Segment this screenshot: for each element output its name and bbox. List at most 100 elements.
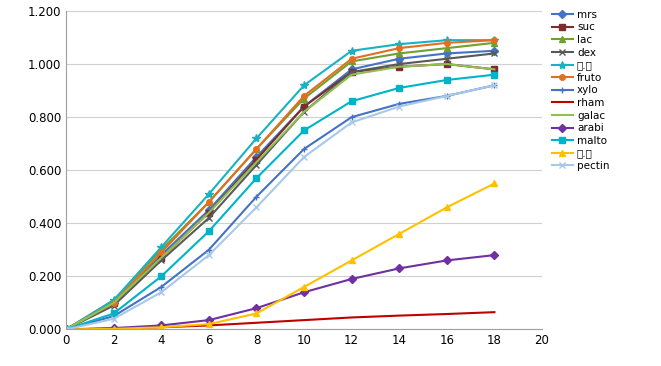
xylo [395, 102, 403, 106]
xylo [205, 248, 213, 252]
dex [157, 258, 165, 263]
mrs [157, 253, 165, 257]
액.과 [110, 298, 118, 302]
Line: 결.과: 결.과 [63, 181, 497, 332]
malto [253, 176, 260, 180]
suc [490, 67, 498, 72]
rham [395, 313, 403, 318]
suc [110, 301, 118, 305]
galac [110, 301, 118, 305]
결.과 [490, 181, 498, 186]
galac [395, 64, 403, 69]
mrs [443, 51, 451, 56]
arabi [348, 277, 356, 281]
rham [443, 312, 451, 316]
액.과 [443, 38, 451, 42]
malto [490, 72, 498, 77]
액.과 [300, 83, 308, 87]
dex [300, 110, 308, 114]
Line: malto: malto [63, 72, 497, 332]
pectin [62, 327, 70, 332]
fruto [300, 94, 308, 98]
pectin [110, 317, 118, 321]
rham [110, 326, 118, 331]
arabi [62, 327, 70, 332]
액.과 [348, 49, 356, 53]
mrs [205, 208, 213, 212]
dex [253, 163, 260, 167]
galac [300, 110, 308, 114]
mrs [490, 49, 498, 53]
xylo [348, 115, 356, 119]
arabi [205, 318, 213, 322]
pectin [490, 83, 498, 87]
mrs [395, 57, 403, 61]
arabi [443, 258, 451, 263]
suc [348, 70, 356, 74]
malto [443, 78, 451, 82]
rham [490, 310, 498, 314]
dex [110, 303, 118, 308]
xylo [62, 327, 70, 332]
dex [443, 57, 451, 61]
arabi [395, 266, 403, 270]
결.과 [157, 325, 165, 329]
rham [253, 321, 260, 325]
suc [157, 255, 165, 260]
pectin [395, 104, 403, 109]
rham [348, 315, 356, 320]
액.과 [253, 136, 260, 141]
액.과 [395, 42, 403, 46]
lac [443, 46, 451, 51]
액.과 [490, 38, 498, 42]
dex [395, 62, 403, 66]
xylo [300, 147, 308, 151]
arabi [110, 326, 118, 330]
결.과 [253, 311, 260, 315]
dex [490, 51, 498, 56]
rham [157, 325, 165, 329]
xylo [157, 285, 165, 289]
malto [62, 327, 70, 332]
lac [62, 327, 70, 332]
galac [253, 160, 260, 164]
xylo [443, 94, 451, 98]
Line: lac: lac [63, 40, 497, 332]
lac [205, 200, 213, 204]
mrs [62, 327, 70, 332]
액.과 [62, 327, 70, 332]
suc [443, 62, 451, 66]
rham [300, 318, 308, 322]
fruto [110, 301, 118, 305]
suc [395, 64, 403, 69]
galac [62, 327, 70, 332]
lac [110, 298, 118, 302]
dex [62, 327, 70, 332]
fruto [490, 38, 498, 42]
결.과 [205, 322, 213, 326]
Line: galac: galac [66, 64, 494, 329]
pectin [205, 253, 213, 257]
suc [205, 210, 213, 215]
malto [395, 86, 403, 90]
Line: dex: dex [63, 50, 498, 333]
arabi [300, 290, 308, 294]
결.과 [443, 205, 451, 209]
suc [300, 104, 308, 109]
malto [157, 274, 165, 279]
Line: rham: rham [66, 312, 494, 329]
Line: xylo: xylo [63, 82, 498, 333]
mrs [110, 301, 118, 305]
pectin [157, 290, 165, 294]
lac [253, 147, 260, 151]
Line: mrs: mrs [63, 48, 497, 332]
fruto [253, 147, 260, 151]
Line: fruto: fruto [63, 37, 497, 332]
Line: pectin: pectin [63, 82, 498, 333]
dex [205, 216, 213, 220]
액.과 [157, 245, 165, 249]
lac [395, 51, 403, 56]
xylo [110, 314, 118, 318]
액.과 [205, 192, 213, 196]
결.과 [395, 232, 403, 236]
